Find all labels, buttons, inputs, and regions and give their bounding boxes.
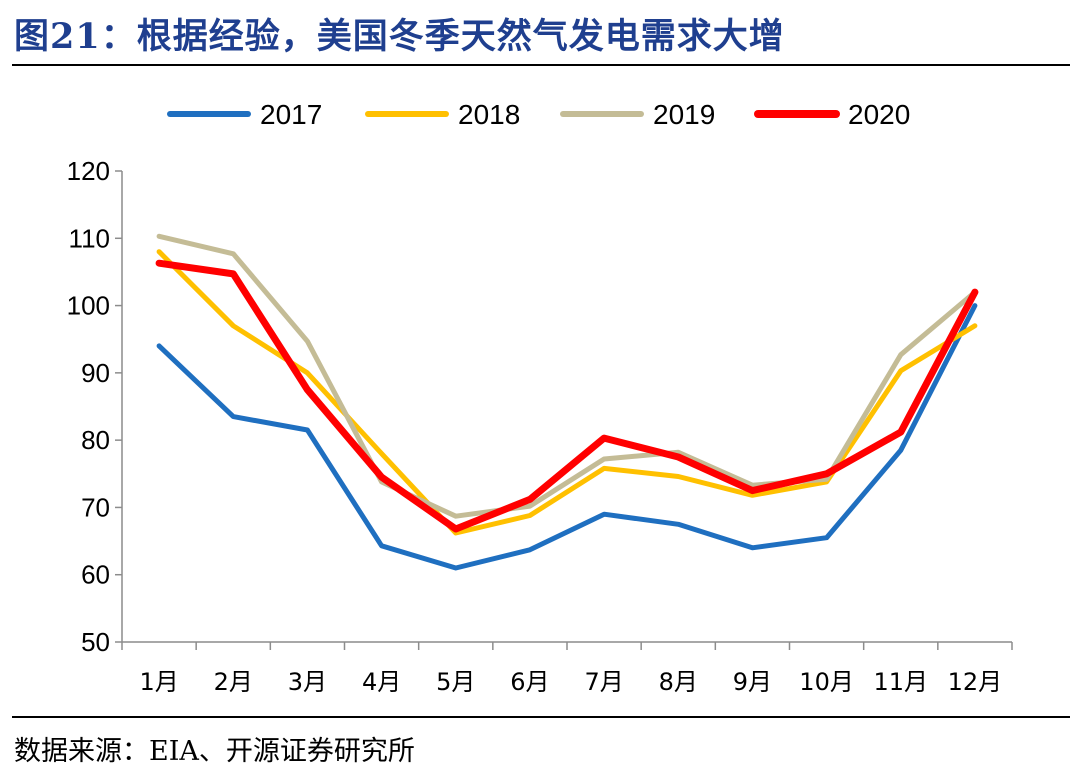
line-chart: 2017 2018 2019 2020 50 60 70 80 90 100 110 120 1月 2月…	[67, 99, 1013, 696]
y-tick-label: 60	[81, 560, 110, 590]
legend-label-2020: 2020	[848, 99, 910, 130]
y-tick-label: 90	[81, 358, 110, 388]
source-divider	[12, 716, 1070, 718]
x-tick-label: 4月	[362, 668, 401, 696]
series-line-2020	[155, 259, 979, 533]
x-tick-label: 1月	[139, 668, 178, 696]
series-line-2017	[156, 303, 978, 571]
x-tick-label: 10月	[799, 668, 854, 696]
series-line-2019	[156, 233, 978, 519]
title-divider	[12, 64, 1070, 66]
chart-series	[155, 233, 979, 571]
x-tick-label: 8月	[659, 668, 698, 696]
y-tick-label: 50	[81, 627, 110, 657]
y-tick-label: 110	[69, 223, 110, 253]
y-tick-label: 100	[67, 291, 110, 321]
legend-label-2019: 2019	[653, 99, 715, 130]
x-tick-label: 11月	[873, 668, 928, 696]
y-tick-label: 120	[67, 156, 110, 186]
x-tick-label: 9月	[733, 668, 772, 696]
x-tick-label: 12月	[948, 668, 1003, 696]
series-line-2018	[156, 249, 978, 536]
x-tick-label: 3月	[288, 668, 327, 696]
y-tick-label: 70	[81, 492, 110, 522]
x-tick-label: 5月	[436, 668, 475, 696]
x-tick-label: 6月	[510, 668, 549, 696]
x-tick-label: 7月	[584, 668, 623, 696]
chart-title: 图21：根据经验，美国冬季天然气发电需求大增	[14, 16, 785, 57]
x-tick-label: 2月	[214, 668, 253, 696]
y-tick-label: 80	[81, 425, 110, 455]
legend-label-2018: 2018	[458, 99, 520, 130]
source-note: 数据来源：EIA、开源证券研究所	[14, 736, 415, 767]
chart-legend: 2017 2018 2019 2020	[167, 99, 910, 130]
legend-label-2017: 2017	[260, 99, 322, 130]
chart-axes: 50 60 70 80 90 100 110 120 1月 2月 3月 4月 5月 6月 7月 8月 9月 10月…	[67, 156, 1013, 696]
